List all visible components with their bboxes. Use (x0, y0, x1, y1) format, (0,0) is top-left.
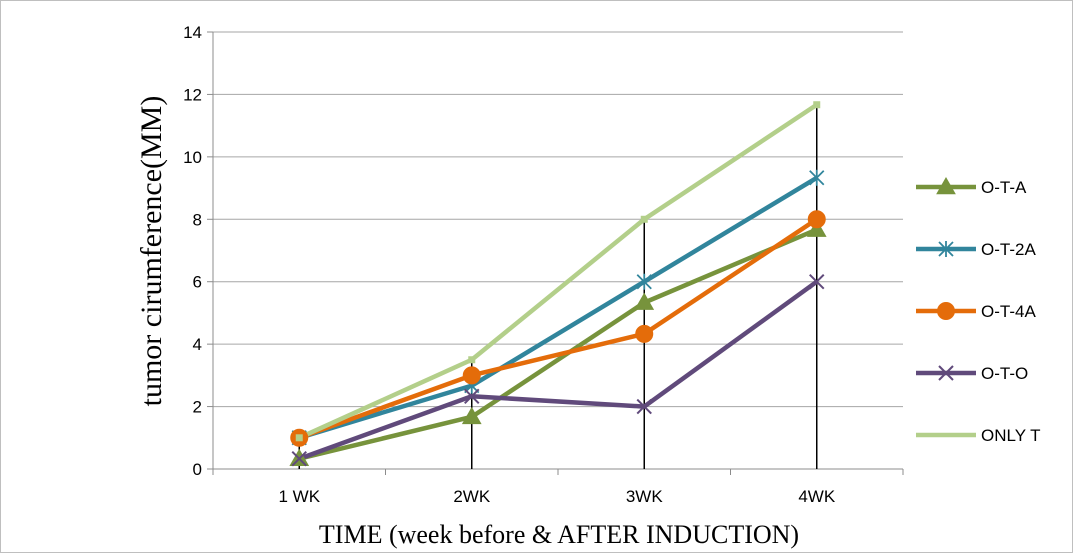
data-point-o-t-a (461, 406, 482, 425)
legend-item-o-t-2a: O-T-2A (916, 240, 1036, 259)
x-tick-label: 2WK (453, 487, 491, 506)
series-line-only-t (298, 102, 818, 440)
data-point-o-t-o (636, 398, 652, 415)
data-point-o-t-4a (807, 210, 826, 229)
legend-label: O-T-4A (981, 302, 1036, 321)
y-tick-label: 6 (193, 273, 202, 292)
data-point-only-t (640, 215, 648, 223)
legend-label: O-T-O (981, 364, 1028, 383)
data-point-o-t-2a (809, 169, 825, 186)
data-point-o-t-4a (635, 324, 654, 343)
y-tick-label: 8 (193, 210, 202, 229)
series-lines (298, 102, 819, 461)
data-point-o-t-a (806, 219, 827, 237)
y-tick-label: 2 (193, 398, 202, 417)
legend-label: O-T-2A (981, 240, 1036, 259)
y-tick-label: 4 (193, 335, 202, 354)
data-point-o-t-o (291, 450, 307, 467)
marker-stroke (291, 450, 307, 467)
legend-item-o-t-o: O-T-O (916, 364, 1028, 383)
legend-marker (938, 365, 954, 381)
x-tick-label: 3WK (626, 487, 664, 506)
data-point-o-t-4a (462, 366, 481, 385)
legend-marker (937, 302, 955, 320)
y-tick-label: 10 (183, 148, 202, 167)
legend-marker (938, 241, 954, 257)
gridlines (213, 31, 903, 408)
data-point-o-t-a (634, 292, 655, 310)
legend-label: O-T-A (981, 178, 1027, 197)
y-tick-label: 0 (193, 460, 202, 479)
marker-stroke (464, 388, 480, 404)
data-point-only-t (813, 101, 821, 109)
series-line-o-t-o (298, 279, 819, 461)
y-tick-label: 14 (183, 23, 202, 42)
x-tick-label: 4WK (798, 487, 836, 506)
series-line-o-t-a (298, 227, 818, 461)
axes: 0 2 4 6 8 10 12 14 1 WK 2WK 3WK 4WK (183, 23, 904, 506)
legend-item-only-t: ONLY T (916, 426, 1041, 445)
series-markers (289, 101, 827, 467)
data-point-o-t-o (464, 388, 480, 404)
legend-item-o-t-a: O-T-A (916, 176, 1027, 197)
legend-item-o-t-4a: O-T-4A (916, 302, 1036, 321)
x-axis-title: TIME (week before & AFTER INDUCTION) (319, 520, 799, 549)
data-point-only-t (295, 434, 303, 442)
data-point-only-t (468, 356, 476, 364)
legend-label: ONLY T (981, 426, 1041, 445)
y-axis-title: tumor cirumference(MM) (135, 96, 168, 407)
series-line-o-t-4a (298, 217, 818, 440)
data-point-o-t-o (809, 274, 825, 290)
marker-stroke (809, 274, 825, 290)
series-line-o-t-2a (298, 175, 818, 440)
data-point-o-t-2a (636, 273, 652, 290)
legend: O-T-A O-T-2A O-T-4A O-T-O ONLY T (916, 176, 1041, 445)
y-tick-label: 12 (183, 85, 202, 104)
legend-marker (936, 176, 956, 195)
marker-stroke (938, 365, 954, 381)
x-tick-label: 1 WK (278, 487, 320, 506)
marker-stroke (636, 398, 652, 415)
